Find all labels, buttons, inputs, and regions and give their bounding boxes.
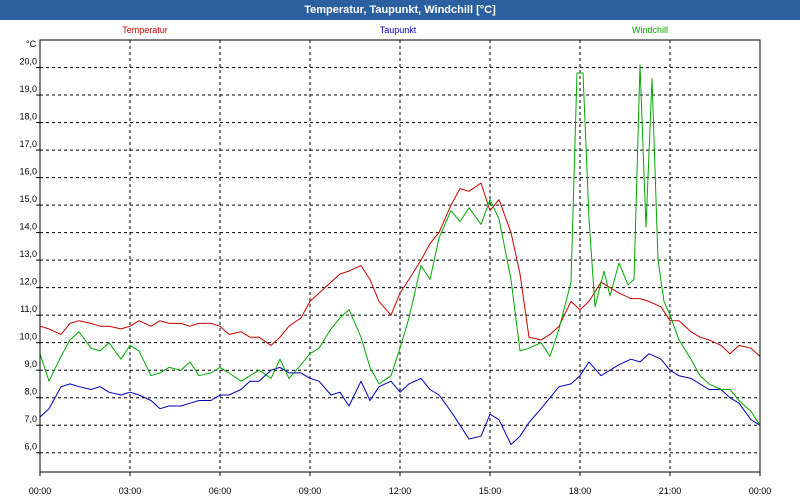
y-tick-label: 9,0 [24,359,37,369]
y-tick-label: 19,0 [19,84,37,94]
y-tick-label: 11,0 [20,304,37,314]
y-axis: 6,0 7,0 8,0 9,0 10,0 11,0 12,0 13,0 14,0 15,0 16,0… [19,57,40,454]
y-tick-label: 13,0 [19,249,37,259]
y-tick-label: 14,0 [19,222,37,232]
y-tick-label: 17,0 [19,139,37,149]
legend-entry-temperatur: Temperatur [122,25,168,35]
legend: Temperatur Taupunkt Windchill [122,25,668,35]
window-title: Temperatur, Taupunkt, Windchill [°C] [0,0,800,20]
x-tick-time-label: 00:00 [29,486,52,496]
x-tick-time-label: 03:00 [119,486,142,496]
y-tick-label: 12,0 [19,277,37,287]
y-tick-label: 18,0 [19,112,37,122]
series-lines [39,64,761,445]
x-tick-time-label: 21:00 [659,486,682,496]
y-tick-label: 8,0 [24,387,37,397]
grid [40,40,760,472]
y-tick-label: 15,0 [19,194,37,204]
y-tick-label: 6,0 [24,442,37,452]
x-tick-time-label: 00:00 [749,486,772,496]
series-line-taupunkt [39,353,761,445]
x-tick-time-label: 15:00 [479,486,502,496]
x-tick-time-label: 06:00 [209,486,232,496]
y-tick-label: 16,0 [19,167,37,177]
legend-entry-windchill: Windchill [632,25,668,35]
series-line-windchill [39,64,761,426]
series-line-temperatur [39,182,761,357]
temperature-chart: 6,0 7,0 8,0 9,0 10,0 11,0 12,0 13,0 14,0 15,0 16,0… [0,20,800,500]
x-tick-time-label: 12:00 [389,486,412,496]
y-tick-label: 10,0 [19,332,37,342]
x-axis: 00:0018.05.2103:0018.05.2106:0018.05.210… [29,472,772,496]
legend-entry-taupunkt: Taupunkt [380,25,417,35]
y-axis-label: °C [26,39,37,49]
y-tick-label: 20,0 [19,57,37,67]
x-tick-time-label: 18:00 [569,486,592,496]
x-tick-time-label: 09:00 [299,486,322,496]
y-tick-label: 7,0 [24,414,37,424]
